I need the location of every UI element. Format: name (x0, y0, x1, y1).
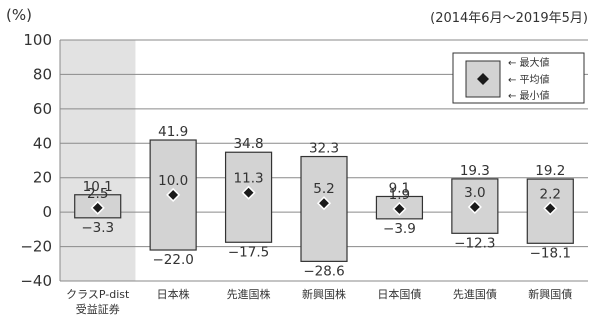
y-tick-label: 40 (33, 134, 52, 152)
bars: 10.12.5 −3.3 41.9 10.0 −22.0 34.8 11.3 −17.5 32.… (74, 124, 574, 279)
avg-value-label: 2.2 (540, 186, 561, 202)
avg-value-label: 2.5 (87, 186, 108, 202)
max-value-label: 41.9 (158, 124, 188, 140)
max-value-label: 19.2 (535, 163, 565, 179)
min-value-label: −3.9 (383, 221, 416, 237)
category-label: 先進国株 (227, 287, 271, 301)
min-value-label: −18.1 (530, 245, 571, 261)
min-value-label: −22.0 (152, 252, 193, 268)
legend-avg-label: ← 平均値 (508, 73, 550, 86)
average-marker (166, 187, 181, 202)
max-value-label: 34.8 (234, 136, 264, 152)
y-tick-label: 20 (33, 169, 52, 187)
category-label: 日本株 (157, 287, 190, 301)
avg-value-label: 11.3 (234, 171, 264, 187)
average-marker (241, 185, 256, 200)
legend-min-label: ← 最小値 (508, 89, 550, 102)
avg-value-label: 10.0 (158, 173, 188, 189)
average-marker (543, 201, 558, 216)
avg-value-label: 5.2 (313, 181, 334, 197)
min-value-label: −17.5 (228, 244, 269, 260)
range-bar (300, 155, 348, 262)
highlight-band (60, 40, 136, 281)
legend-max-label: ← 最大値 (508, 56, 550, 69)
category-label: 日本国債 (377, 287, 421, 301)
y-axis-unit: (%) (6, 6, 32, 24)
max-value-label: 19.3 (460, 163, 490, 179)
category-label: 先進国債 (453, 287, 497, 301)
y-tick-label: −40 (20, 272, 52, 290)
max-value-label: 10.1 (83, 179, 113, 195)
category-label: 新興国株 (302, 287, 346, 301)
min-value-label: −12.3 (454, 235, 495, 251)
average-marker (392, 201, 407, 216)
category-label: クラスP-dist (66, 288, 130, 301)
y-axis-ticks: 100 80 60 40 20 0 −20 −40 (20, 31, 52, 290)
category-label: 受益証券 (76, 302, 120, 316)
avg-value-label: 1.9 (389, 187, 410, 203)
average-marker (467, 199, 482, 215)
category-label: 新興国債 (528, 287, 572, 301)
average-marker (90, 200, 105, 215)
min-value-label: −28.6 (303, 263, 344, 279)
y-tick-label: 0 (42, 203, 52, 221)
y-tick-label: 100 (23, 31, 52, 49)
y-tick-label: −20 (20, 238, 52, 256)
max-value-label: 9.1 (389, 180, 410, 196)
max-value-label: 32.3 (309, 141, 339, 157)
period-label: (2014年6月～2019年5月) (430, 11, 588, 26)
min-value-label: −3.3 (81, 220, 114, 236)
y-tick-label: 80 (33, 65, 52, 83)
legend-diamond-marker (477, 73, 489, 85)
average-marker (316, 196, 332, 211)
y-tick-label: 60 (33, 100, 52, 118)
avg-value-label: 3.0 (464, 185, 485, 201)
legend: ← 最大値 ← 平均値 ← 最小値 (452, 52, 585, 104)
